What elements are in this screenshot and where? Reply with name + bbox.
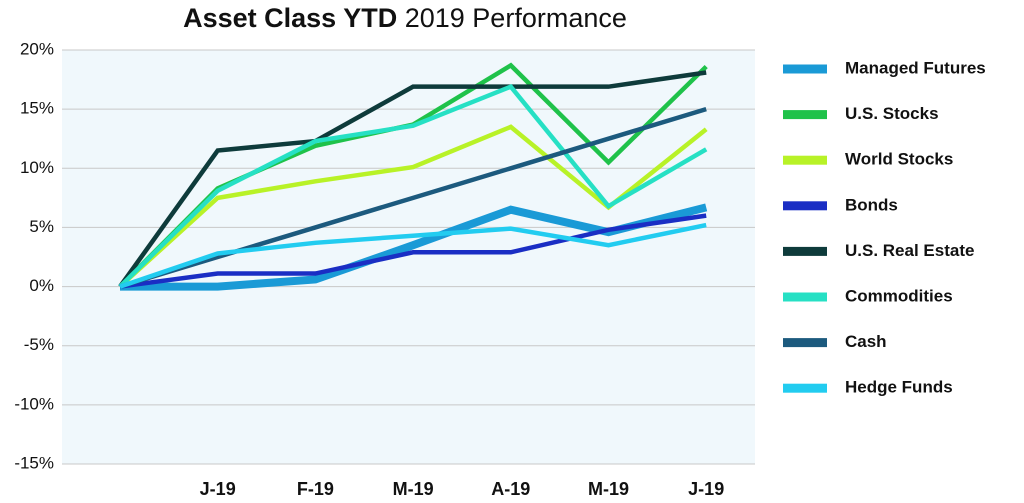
legend-swatch: [783, 246, 827, 256]
x-tick-label: A-19: [491, 479, 530, 499]
series-line: [119, 213, 707, 289]
legend-label: U.S. Real Estate: [845, 241, 974, 260]
y-tick-label: 20%: [20, 39, 54, 58]
legend-swatch: [783, 155, 827, 165]
legend-label: Bonds: [845, 195, 898, 214]
legend-swatch: [783, 383, 827, 393]
legend-label: Commodities: [845, 286, 953, 305]
legend-swatch: [783, 201, 827, 211]
legend-label: World Stocks: [845, 150, 953, 169]
series-line: [119, 106, 707, 289]
series-line: [119, 222, 707, 289]
legend-label: U.S. Stocks: [845, 104, 939, 123]
x-tick-label: J-19: [688, 479, 724, 499]
y-tick-label: -10%: [14, 394, 54, 413]
series-line: [120, 203, 708, 291]
chart-title-group: Asset Class YTD 2019 Performance: [183, 3, 627, 33]
legend-label: Hedge Funds: [845, 378, 953, 397]
x-tick-label: F-19: [297, 479, 334, 499]
y-tick-label: 15%: [20, 99, 54, 118]
y-tick-label: 10%: [20, 158, 54, 177]
legend-label: Cash: [845, 332, 887, 351]
legend-swatch: [783, 292, 827, 302]
x-tick-label: M-19: [588, 479, 629, 499]
series-line: [118, 70, 707, 288]
y-tick-label: -5%: [24, 335, 54, 354]
x-tick-label: J-19: [200, 479, 236, 499]
legend-swatch: [783, 64, 827, 74]
chart-title: Asset Class YTD: [183, 3, 397, 33]
legend-swatch: [783, 110, 827, 120]
plot-background: [62, 50, 755, 464]
y-tick-label: -15%: [14, 453, 54, 472]
series-line: [118, 83, 708, 289]
x-tick-label: M-19: [393, 479, 434, 499]
legend-swatch: [783, 338, 827, 348]
legend-label: Managed Futures: [845, 58, 986, 77]
y-tick-label: 0%: [29, 276, 54, 295]
y-tick-label: 5%: [29, 217, 54, 236]
chart-subtitle: 2019 Performance: [405, 3, 627, 33]
